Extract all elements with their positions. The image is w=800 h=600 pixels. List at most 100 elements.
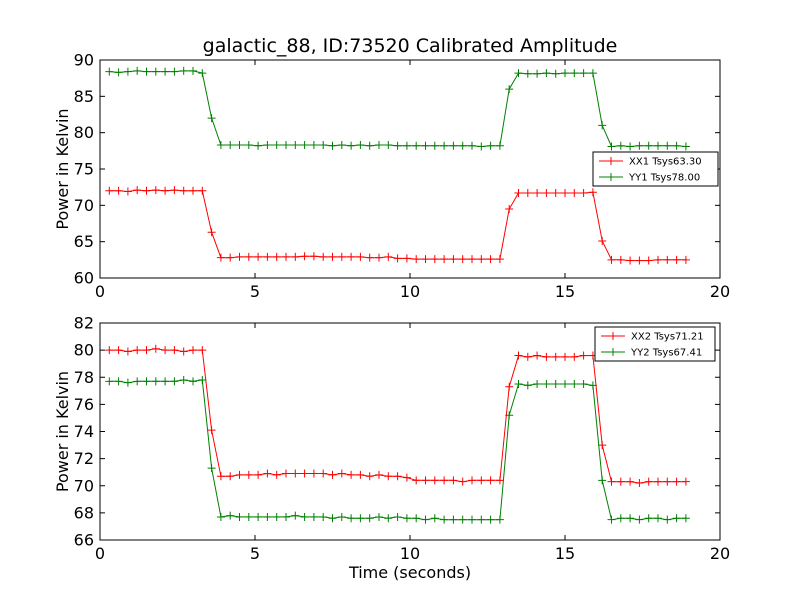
data-point (449, 476, 458, 485)
data-point (486, 515, 495, 524)
data-point (412, 255, 421, 264)
data-point (588, 381, 597, 390)
data-point (468, 476, 476, 485)
y-tick-label: 76 (74, 395, 94, 414)
data-point (672, 514, 681, 523)
data-point (570, 352, 579, 361)
data-point (616, 514, 625, 523)
data-point (189, 186, 197, 195)
data-point (588, 188, 597, 197)
data-point (170, 67, 179, 76)
data-point (561, 69, 569, 78)
data-point (626, 256, 635, 265)
data-point (607, 477, 616, 486)
y-tick-label: 60 (74, 269, 94, 288)
data-point (207, 228, 216, 237)
data-point (430, 255, 439, 264)
data-point (523, 188, 532, 197)
data-point (198, 375, 207, 384)
data-point (291, 511, 300, 520)
data-point (468, 515, 476, 524)
data-point (663, 477, 672, 486)
data-point (421, 255, 430, 264)
data-point (449, 255, 458, 264)
data-point (123, 187, 132, 196)
data-point (161, 186, 170, 195)
data-point (337, 252, 346, 261)
data-point (170, 346, 179, 355)
data-point (533, 69, 542, 78)
legend-marker (609, 348, 617, 356)
data-point (495, 255, 504, 264)
data-point (365, 514, 374, 523)
data-point (291, 252, 300, 261)
data-point (319, 469, 328, 478)
legend-label: XX2 Tsys71.21 (631, 332, 704, 343)
data-point (319, 141, 328, 150)
data-point (384, 514, 393, 523)
y-tick-label: 80 (74, 123, 94, 142)
data-point (216, 512, 225, 521)
data-point (309, 469, 318, 478)
y-tick-label: 68 (74, 503, 94, 522)
data-point (254, 252, 263, 261)
data-point (458, 141, 467, 150)
data-point (272, 470, 281, 479)
data-point (114, 68, 123, 77)
y-tick-label: 70 (74, 196, 94, 215)
legend-label: YY2 Tsys67.41 (630, 348, 702, 359)
data-point (681, 142, 690, 151)
data-point (337, 512, 346, 521)
data-point (319, 512, 328, 521)
data-point (663, 255, 672, 264)
data-point (561, 188, 569, 197)
data-point (105, 377, 114, 386)
data-point (542, 352, 551, 361)
data-point (272, 252, 281, 261)
data-point (598, 476, 607, 485)
data-point (542, 188, 551, 197)
data-point (207, 114, 216, 123)
data-point (365, 472, 374, 481)
data-point (263, 469, 272, 478)
data-point (226, 253, 235, 262)
data-point (151, 377, 160, 386)
data-point (505, 382, 514, 391)
legend-label: XX1 Tsys63.30 (629, 157, 702, 168)
data-point (347, 514, 356, 523)
data-point (635, 515, 644, 524)
data-point (170, 377, 179, 386)
data-point (319, 252, 328, 261)
data-point (142, 346, 151, 355)
data-point (440, 255, 449, 264)
data-point (309, 252, 318, 261)
data-point (328, 470, 337, 479)
data-point (616, 255, 625, 264)
data-point (523, 381, 532, 390)
data-point (672, 477, 681, 486)
data-point (375, 470, 383, 479)
data-point (151, 186, 160, 195)
data-point (393, 141, 402, 150)
data-point (607, 255, 616, 264)
data-point (123, 378, 132, 387)
y-tick-label: 66 (74, 531, 94, 550)
data-point (449, 141, 458, 150)
data-point (384, 141, 393, 150)
data-point (291, 141, 300, 150)
data-point (189, 66, 197, 75)
legend-box (592, 151, 719, 187)
data-point (440, 515, 449, 524)
data-point (570, 380, 579, 389)
data-point (514, 380, 523, 389)
data-point (402, 254, 411, 263)
x-tick-label: 0 (95, 282, 105, 301)
data-point (486, 476, 495, 485)
legend-marker (607, 157, 615, 165)
data-point (328, 141, 337, 150)
data-point (681, 255, 690, 264)
data-point (495, 515, 504, 524)
chart-panel-2: 0 5 10 15 20 66 68 70 72 74 76 78 80 82 Power in Kelvi… (53, 314, 730, 583)
data-point (161, 377, 170, 386)
data-point (309, 141, 318, 150)
